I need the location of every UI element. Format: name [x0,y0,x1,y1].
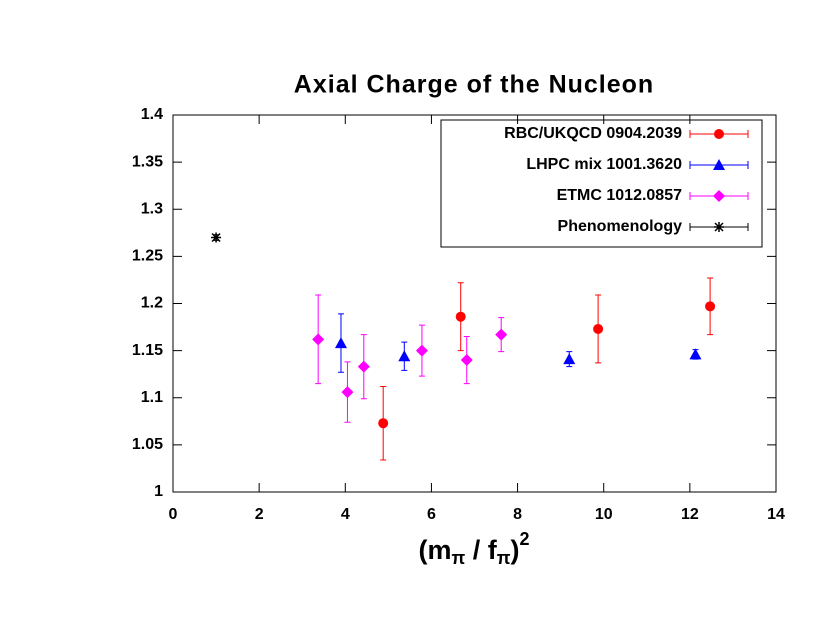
y-tick-label: 1.15 [132,342,163,359]
x-tick-label: 14 [767,506,785,523]
y-tick-label: 1.1 [141,389,163,406]
x-tick-label: 12 [681,506,699,523]
data-point [495,328,508,341]
data-point [593,323,604,334]
y-tick-label: 1.3 [141,200,163,217]
x-tick-label: 0 [169,506,178,523]
x-tick-label: 6 [427,506,436,523]
x-tick-label: 4 [341,506,350,523]
legend-label: Phenomenology [558,218,683,235]
y-tick-label: 1.2 [141,295,163,312]
data-point [334,337,347,349]
x-tick-label: 8 [513,506,522,523]
y-tick-label: 1.25 [132,248,163,265]
x-tick-label: 2 [255,506,264,523]
y-tick-label: 1.35 [132,153,163,170]
data-point [312,333,325,346]
legend-label: LHPC mix 1001.3620 [526,156,682,173]
y-tick-label: 1 [154,483,163,500]
data-point [455,311,466,322]
data-point [689,348,702,360]
data-point [705,301,716,312]
legend-marker [714,222,724,232]
x-tick-label: 10 [595,506,613,523]
data-point [378,418,389,429]
chart-title: Axial Charge of the Nucleon [294,71,654,99]
legend-marker [713,190,725,202]
data-point [460,354,473,367]
data-point [398,350,411,362]
legend-label: RBC/UKQCD 0904.2039 [504,125,682,142]
legend-label: ETMC 1012.0857 [557,187,683,204]
legend-box [440,119,763,248]
legend-marker [713,159,725,170]
data-point [415,344,428,357]
x-axis-label: (mπ / fπ)2 [418,529,529,568]
legend-marker [714,129,724,139]
data-point [211,232,222,243]
data-point [563,353,576,365]
y-tick-label: 1.4 [141,106,163,123]
data-point [341,386,354,399]
data-point [357,360,370,373]
y-tick-label: 1.05 [132,436,163,453]
